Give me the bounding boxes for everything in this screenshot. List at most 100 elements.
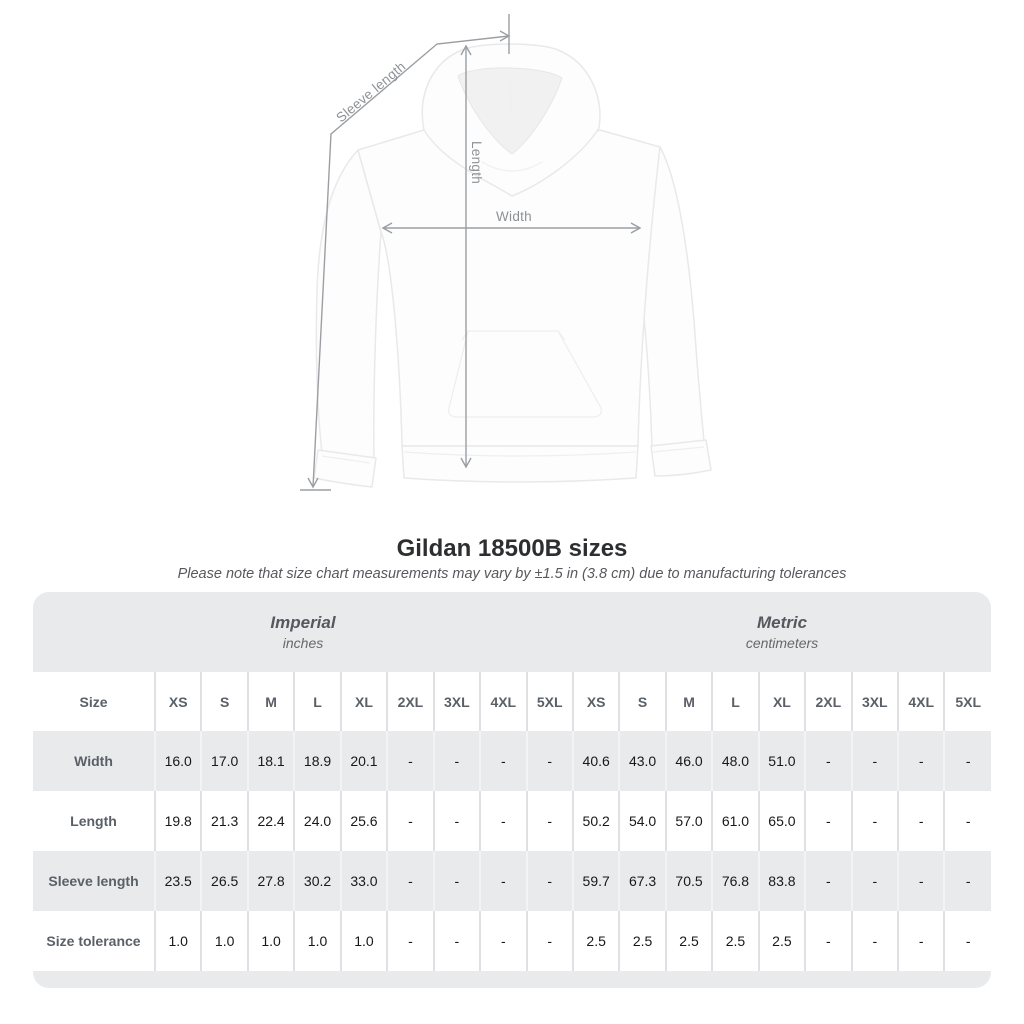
imperial-value-cell: 27.8 [246, 851, 295, 911]
imperial-value-cell: 22.4 [246, 791, 295, 851]
size-column-label: Size [79, 693, 108, 710]
width-measure: Width [381, 209, 642, 234]
imperial-value-cell: - [525, 791, 573, 851]
metric-value-cell: 2.5 [571, 911, 620, 971]
imperial-size-col-header: 2XL [386, 672, 434, 731]
size-table-body: Size XS S M L XL 2XL 3XL 4XL 5XL XS S M L XL 2XL 3XL 4XL 5… [33, 672, 991, 971]
imperial-value-cell: - [525, 911, 573, 971]
metric-value-cell: - [896, 791, 945, 851]
imperial-group-name: Imperial [270, 613, 336, 632]
imperial-value-cell: - [432, 851, 481, 911]
metric-value-cell: 83.8 [757, 851, 806, 911]
row-label: Size tolerance [46, 933, 141, 949]
metric-value-cell: - [943, 731, 991, 791]
imperial-value-cell: 24.0 [293, 791, 341, 851]
imperial-value-cell: 23.5 [153, 851, 202, 911]
imperial-size-col-header: S [200, 672, 248, 731]
imperial-value-cell: 21.3 [200, 791, 248, 851]
table-row: Sleeve length 23.5 26.5 27.8 30.2 33.0- - - -59.… [33, 851, 991, 911]
metric-value-cell: 50.2 [571, 791, 620, 851]
imperial-value-cell: 1.0 [339, 911, 388, 971]
metric-value-cell: 70.5 [664, 851, 713, 911]
metric-size-col-header: 4XL [896, 672, 945, 731]
imperial-size-col-header: 4XL [479, 672, 527, 731]
imperial-value-cell: 1.0 [293, 911, 341, 971]
size-table: Imperial inches Metric centimeters Size X… [33, 592, 991, 988]
imperial-value-cell: 25.6 [339, 791, 388, 851]
metric-value-cell: - [896, 851, 945, 911]
imperial-value-cell: 1.0 [153, 911, 202, 971]
imperial-value-cell: 33.0 [339, 851, 388, 911]
metric-size-col-header: L [711, 672, 759, 731]
metric-value-cell: 40.6 [571, 731, 620, 791]
hoodie-illustration: Sleeve length Length Width [300, 14, 712, 491]
imperial-value-cell: 26.5 [200, 851, 248, 911]
imperial-value-cell: - [479, 791, 527, 851]
metric-value-cell: - [850, 791, 898, 851]
imperial-group-unit: inches [282, 635, 324, 651]
imperial-value-cell: - [386, 911, 434, 971]
imperial-value-cell: - [386, 851, 434, 911]
imperial-value-cell: - [432, 791, 481, 851]
metric-size-col-header: 2XL [804, 672, 852, 731]
hoodie-body [357, 129, 661, 483]
imperial-value-cell: 1.0 [246, 911, 295, 971]
metric-value-cell: 43.0 [618, 731, 666, 791]
imperial-size-col-header: L [293, 672, 341, 731]
imperial-value-cell: - [432, 731, 481, 791]
metric-value-cell: - [943, 911, 991, 971]
unit-group-header: Imperial inches Metric centimeters [33, 592, 991, 672]
table-footer-band [33, 971, 991, 988]
table-row: Length 19.8 21.3 22.4 24.0 25.6- - - -50.2 54.0 57… [33, 791, 991, 851]
metric-value-cell: 2.5 [711, 911, 759, 971]
size-table-grid: Size XS S M L XL 2XL 3XL 4XL 5XL XS S M L XL 2XL 3XL 4XL 5… [33, 672, 991, 971]
imperial-value-cell: - [479, 731, 527, 791]
measurement-diagram: Sleeve length Length Width [300, 14, 712, 491]
metric-group-name: Metric [756, 613, 808, 632]
row-label: Sleeve length [48, 873, 139, 889]
metric-value-cell: 61.0 [711, 791, 759, 851]
metric-group-unit: centimeters [745, 635, 819, 651]
row-label: Length [70, 813, 117, 829]
imperial-value-cell: - [432, 911, 481, 971]
imperial-size-col-header: XL [339, 672, 388, 731]
metric-value-cell: - [896, 731, 945, 791]
metric-value-cell: 51.0 [757, 731, 806, 791]
imperial-group-header: Imperial inches [33, 592, 573, 672]
imperial-value-cell: - [479, 851, 527, 911]
table-row: Width 16.0 17.0 18.1 18.9 20.1- - - -40.6 43.0 46.… [33, 731, 991, 791]
imperial-value-cell: 18.9 [293, 731, 341, 791]
metric-value-cell: - [804, 851, 852, 911]
metric-value-cell: - [850, 731, 898, 791]
imperial-value-cell: 17.0 [200, 731, 248, 791]
length-label: Length [469, 141, 484, 184]
imperial-value-cell: 20.1 [339, 731, 388, 791]
imperial-size-col-header: 5XL [525, 672, 573, 731]
metric-size-col-header: M [664, 672, 713, 731]
imperial-value-cell: - [386, 791, 434, 851]
metric-value-cell: - [943, 791, 991, 851]
metric-value-cell: 67.3 [618, 851, 666, 911]
metric-value-cell: 57.0 [664, 791, 713, 851]
imperial-value-cell: 16.0 [153, 731, 202, 791]
imperial-value-cell: 1.0 [200, 911, 248, 971]
imperial-value-cell: 30.2 [293, 851, 341, 911]
metric-value-cell: - [896, 911, 945, 971]
metric-value-cell: - [804, 911, 852, 971]
metric-size-col-header: 5XL [943, 672, 991, 731]
metric-value-cell: 76.8 [711, 851, 759, 911]
metric-value-cell: 54.0 [618, 791, 666, 851]
metric-size-col-header: XL [757, 672, 806, 731]
metric-value-cell: 48.0 [711, 731, 759, 791]
imperial-value-cell: - [479, 911, 527, 971]
page-title: Gildan 18500B sizes [396, 535, 628, 562]
metric-size-col-header: 3XL [850, 672, 898, 731]
metric-value-cell: 46.0 [664, 731, 713, 791]
metric-size-col-header: S [618, 672, 666, 731]
metric-size-col-header: XS [571, 672, 620, 731]
metric-group-header: Metric centimeters [573, 592, 991, 672]
row-label: Width [74, 753, 113, 769]
metric-value-cell: 59.7 [571, 851, 620, 911]
table-row: Size tolerance 1.0 1.0 1.0 1.0 1.0- - - -2.5 2.5 2… [33, 911, 991, 971]
